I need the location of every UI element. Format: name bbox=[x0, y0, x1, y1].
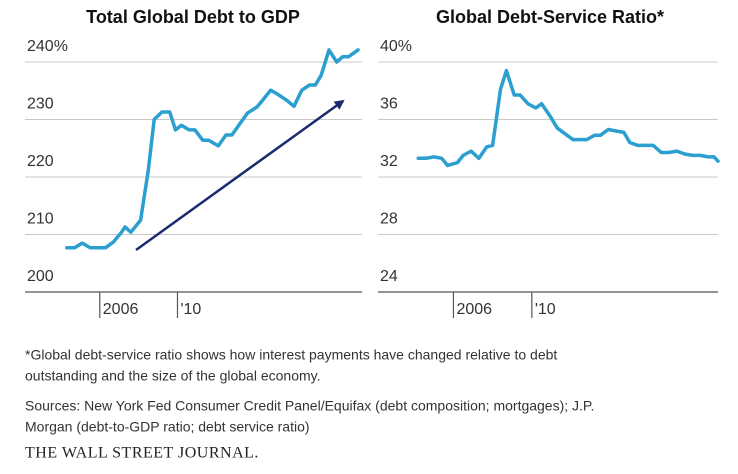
footnote: outstanding and the size of the global e… bbox=[25, 368, 321, 384]
y-tick-label: 24 bbox=[380, 268, 398, 285]
source: Morgan (debt-to-GDP ratio; debt service … bbox=[25, 419, 310, 435]
credit: THE WALL STREET JOURNAL. bbox=[25, 445, 259, 462]
y-tick-label: 230 bbox=[27, 96, 54, 113]
footnote: *Global debt-service ratio shows how int… bbox=[25, 347, 557, 363]
y-tick-label: 28 bbox=[380, 211, 398, 228]
x-tick-label: '10 bbox=[535, 301, 556, 318]
plots: 240% 230 220 210 200 2006 '10 40% 36 32 28 24 2006 '1… bbox=[25, 38, 720, 318]
data-line bbox=[416, 68, 720, 168]
y-tick-label: 40% bbox=[380, 38, 412, 55]
source: Sources: New York Fed Consumer Credit Pa… bbox=[25, 398, 594, 414]
y-tick-label: 36 bbox=[380, 96, 398, 113]
x-tick-label: '10 bbox=[180, 301, 201, 318]
x-tick-label: 2006 bbox=[456, 301, 492, 318]
x-tick-label: 2006 bbox=[103, 301, 139, 318]
y-tick-label: 200 bbox=[27, 268, 54, 285]
y-tick-label: 210 bbox=[27, 211, 54, 228]
data-line bbox=[65, 48, 360, 250]
chart-title: Total Global Debt to GDP bbox=[86, 7, 300, 27]
trend-arrow bbox=[135, 99, 345, 252]
y-tick-label: 32 bbox=[380, 153, 398, 170]
y-tick-label: 240% bbox=[27, 38, 68, 55]
y-tick-label: 220 bbox=[27, 153, 54, 170]
chart-title: Global Debt-Service Ratio* bbox=[436, 7, 664, 27]
